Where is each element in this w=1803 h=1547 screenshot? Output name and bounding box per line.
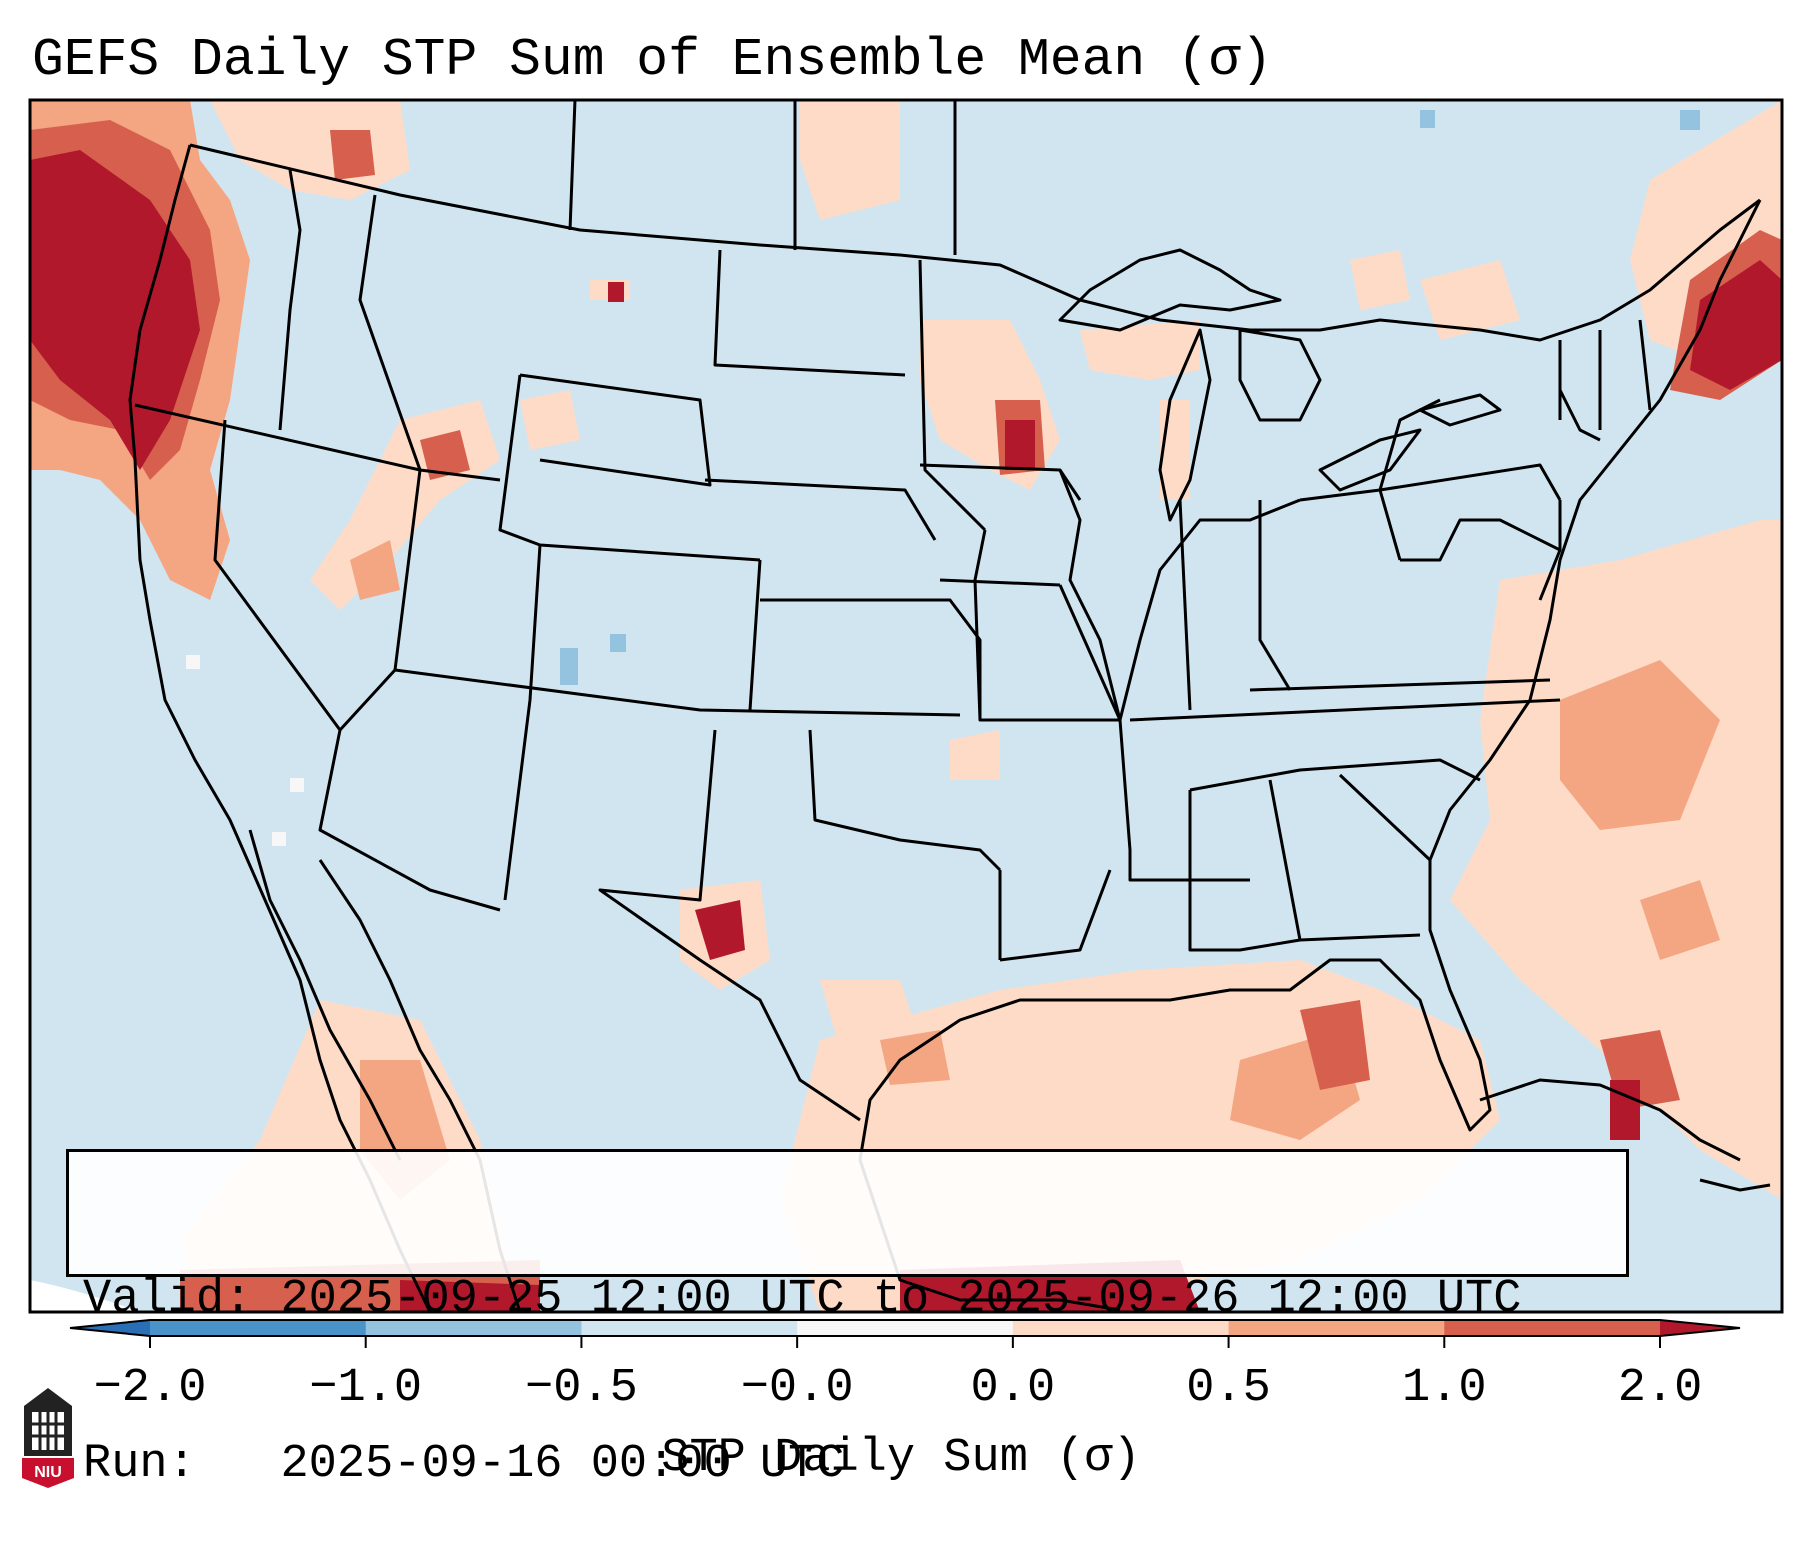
run-line: Run: 2025-09-16 00:00 UTC <box>83 1437 1612 1492</box>
colorbar: −2.0 −1.0 −0.5 −0.0 0.0 0.5 1.0 2.0 <box>69 1319 1741 1415</box>
figure-title: GEFS Daily STP Sum of Ensemble Mean (σ) <box>32 30 1272 90</box>
colorbar-tick-label: 0.0 <box>971 1362 1056 1415</box>
lake-ontario <box>1418 393 1502 427</box>
run-label: Run: <box>83 1438 196 1491</box>
colorbar-bin <box>581 1320 798 1336</box>
map-panel <box>30 100 1782 1312</box>
colorbar-tick-label: 2.0 <box>1618 1362 1703 1415</box>
map-frame <box>28 98 1784 1314</box>
colorbar-bin <box>1012 1320 1230 1336</box>
valid-label: Valid: <box>83 1273 253 1326</box>
run-value: 2025-09-16 00:00 UTC <box>280 1438 845 1491</box>
colorbar-bin <box>1444 1320 1661 1336</box>
colorbar-tick-label: −1.0 <box>309 1362 422 1415</box>
west-coast <box>128 144 432 1312</box>
cuba <box>1479 1078 1741 1162</box>
niu-logo: NIU <box>22 1388 74 1488</box>
valid-value: 2025-09-25 12:00 UTC to 2025-09-26 12:00… <box>280 1273 1522 1326</box>
niu-logo-text: NIU <box>34 1464 62 1481</box>
baja <box>248 829 402 1161</box>
colorbar-tick-label: −2.0 <box>94 1362 207 1415</box>
colorbar-label: STP Daily Sum (σ) <box>661 1432 1140 1485</box>
valid-run-info-box: Valid: 2025-09-25 12:00 UTC to 2025-09-2… <box>66 1149 1629 1491</box>
lake-superior <box>1058 248 1282 332</box>
colorbar-tick-label: −0.0 <box>741 1362 854 1415</box>
valid-line: Valid: 2025-09-25 12:00 UTC to 2025-09-2… <box>83 1272 1612 1327</box>
colorbar-tick-label: 1.0 <box>1402 1362 1487 1415</box>
colorbar-bin <box>797 1320 1014 1336</box>
lake-huron <box>1238 328 1322 422</box>
east-coast <box>858 199 1762 1312</box>
colorbar-extend-low <box>70 1320 150 1336</box>
boundaries <box>128 100 1771 1312</box>
us-canada-border <box>189 143 1761 342</box>
lake-michigan <box>1158 328 1212 522</box>
colorbar-tick-label: −0.5 <box>525 1362 638 1415</box>
lake-erie <box>1318 428 1422 492</box>
colorbar-bin <box>365 1320 582 1336</box>
colorbar-extend-high <box>1660 1320 1740 1336</box>
colorbar-bin <box>150 1320 367 1336</box>
colorbar-tick-label: 0.5 <box>1186 1362 1271 1415</box>
colorbar-bin <box>1228 1320 1445 1336</box>
